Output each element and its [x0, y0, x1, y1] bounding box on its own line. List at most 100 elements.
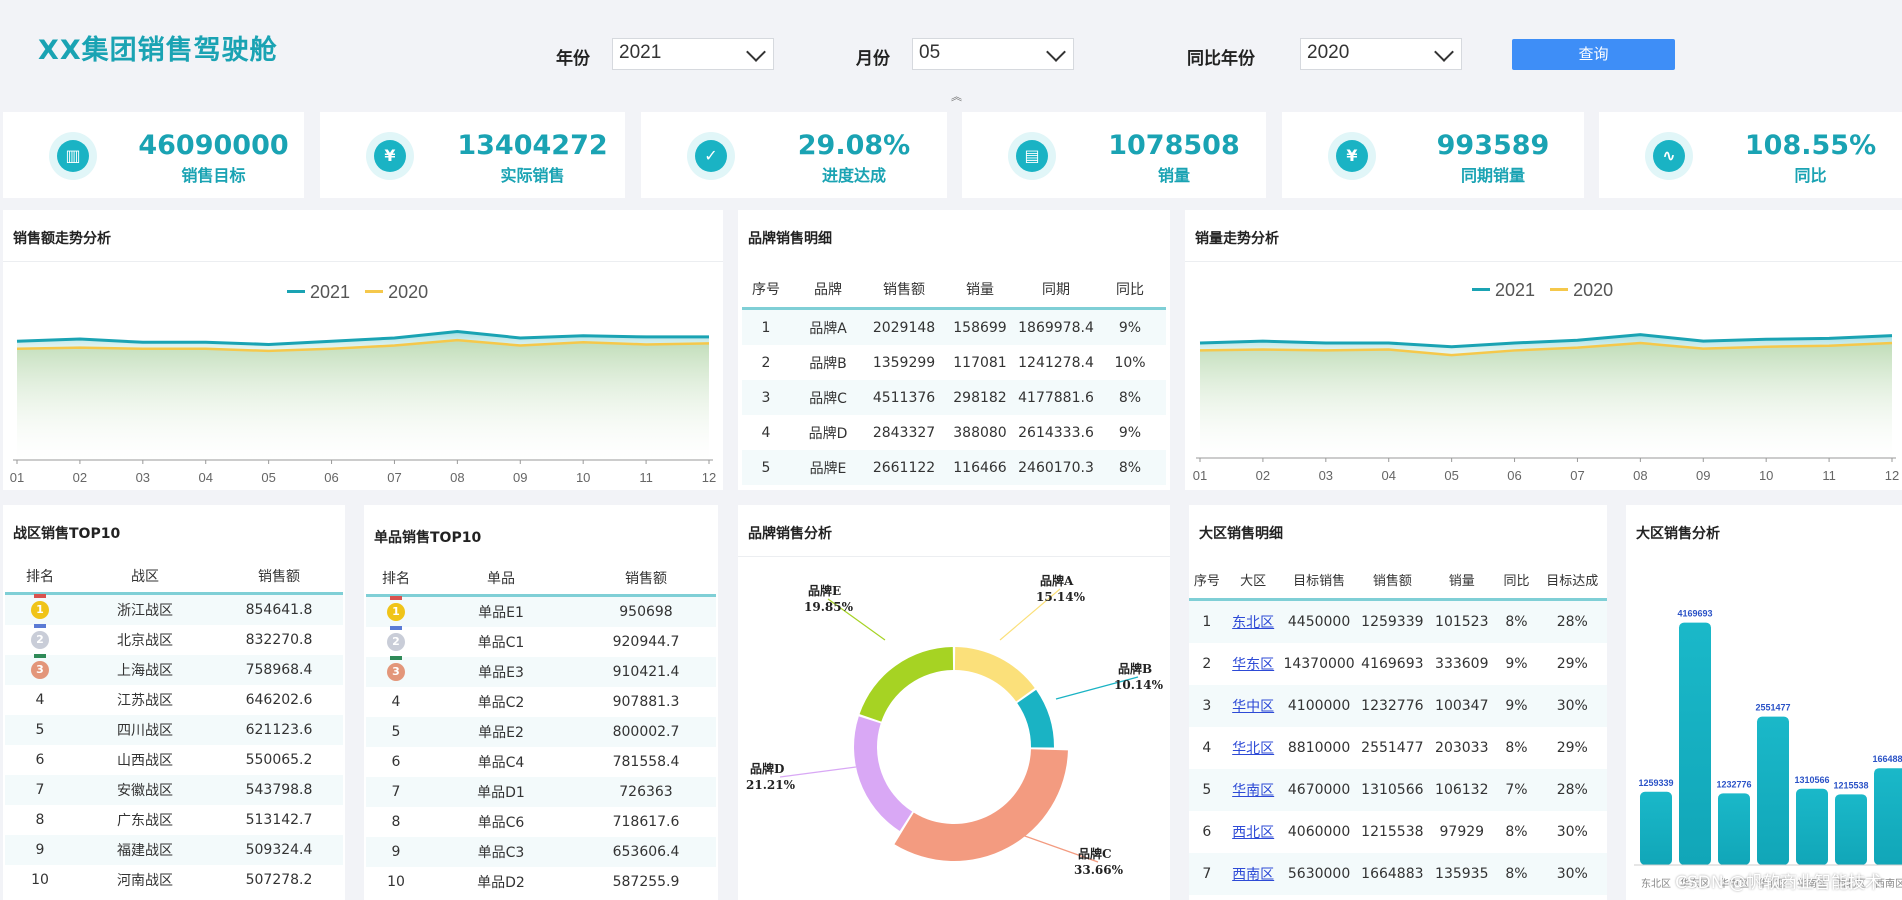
table-cell: 100347	[1428, 685, 1496, 727]
region-link[interactable]: 东北区	[1232, 615, 1275, 631]
table-cell: 7	[5, 775, 75, 805]
column-header[interactable]: 序号	[1189, 561, 1225, 601]
month-select-value: 05	[919, 42, 941, 63]
year-select-value: 2021	[619, 42, 662, 63]
x-tick-label: 04	[198, 470, 212, 485]
column-header[interactable]: 目标销售	[1281, 561, 1357, 601]
rank-cell: 3	[5, 654, 75, 685]
column-header[interactable]: 战区	[75, 559, 215, 595]
x-tick-label: 06	[1507, 468, 1521, 483]
x-tick-label: 西南区	[1875, 877, 1902, 890]
table-cell: 781558.4	[612, 754, 680, 770]
x-tick-label: 08	[1633, 468, 1647, 483]
table-cell: 2	[1202, 656, 1212, 672]
kpi-card: ▥ 46090000 销售目标	[3, 112, 304, 198]
region-link[interactable]: 华南区	[1232, 783, 1275, 799]
chart-legend: 2021 2020	[1462, 280, 1613, 301]
column-header[interactable]: 同比	[1495, 561, 1538, 601]
collapse-icon[interactable]: ︽	[951, 90, 962, 103]
table-cell: 4169693	[1361, 656, 1424, 672]
table-cell: 8%	[1505, 824, 1528, 840]
column-header[interactable]: 同比	[1094, 270, 1166, 310]
legend-2020[interactable]: 2020	[388, 282, 429, 302]
table-cell: 7	[366, 777, 426, 807]
column-header[interactable]: 序号	[742, 270, 790, 310]
x-tick-label: 华南区	[1797, 877, 1827, 890]
rank-cell: 2	[5, 624, 75, 655]
column-header[interactable]: 目标达成	[1537, 561, 1607, 601]
column-header[interactable]: 排名	[5, 559, 75, 595]
column-header[interactable]: 销量	[942, 270, 1018, 310]
x-tick-label: 12	[1885, 468, 1899, 483]
bar-华中区	[1718, 793, 1750, 865]
table-cell: 8%	[1094, 380, 1166, 415]
x-tick-label: 华北区	[1758, 877, 1788, 890]
table-cell: 298182	[942, 380, 1018, 415]
table-cell: 4	[35, 692, 45, 708]
column-header[interactable]: 大区	[1224, 561, 1282, 601]
compare-year-select[interactable]: 2020	[1300, 38, 1462, 70]
column-header[interactable]: 销量	[1428, 561, 1496, 601]
table-cell: 西南区	[1224, 853, 1282, 895]
table-cell: 8%	[1495, 853, 1538, 895]
bar-华东区	[1679, 622, 1711, 865]
brand-pie-panel: 品牌销售分析 品牌A 15.14% 品牌B 10.14% 品牌C 33.66% 品牌D 21.…	[738, 505, 1170, 900]
column-header[interactable]: 销售额	[866, 270, 942, 310]
x-tick-label: 11	[639, 470, 653, 485]
table-cell: 8%	[1505, 740, 1528, 756]
table-cell: 8%	[1495, 601, 1538, 643]
month-select[interactable]: 05	[912, 38, 1074, 70]
table-row: 3 品牌C 4511376 298182 4177881.6 8%	[742, 380, 1166, 415]
volume-trend-chart: 01 02 03 04 05 06 07 08 09 10 11 12	[1193, 333, 1899, 483]
table-row: 9 单品C3 653606.4	[366, 837, 716, 867]
region-link[interactable]: 西南区	[1232, 867, 1275, 883]
table-cell: 华南区	[1224, 769, 1282, 811]
region-link[interactable]: 西北区	[1232, 825, 1275, 841]
table-row: 3 上海战区 758968.4	[5, 654, 343, 685]
region-link[interactable]: 华中区	[1232, 699, 1275, 715]
header-bar: XX集团销售驾驶舱 年份 2021 月份 05 同比年份 2020 查询 ︽	[0, 0, 1902, 103]
query-button[interactable]: 查询	[1512, 39, 1675, 70]
column-header[interactable]: 销售额	[576, 561, 716, 597]
table-cell: 2	[761, 354, 771, 371]
column-header[interactable]: 排名	[366, 561, 426, 597]
panel-title: 品牌销售明细	[748, 231, 832, 247]
table-cell: 华东区	[1225, 643, 1282, 685]
bar-data-label: 1259339	[1638, 778, 1673, 788]
region-link[interactable]: 华北区	[1232, 741, 1275, 757]
column-header[interactable]: 单品	[426, 561, 576, 597]
month-label: 月份	[856, 49, 890, 69]
table-row: 1 单品E1 950698	[366, 596, 716, 627]
pie-leader-line	[779, 766, 857, 778]
table-row: 2 单品C1 920944.7	[366, 626, 716, 657]
table-cell: 28%	[1537, 769, 1607, 811]
table-cell: 513142.7	[245, 812, 313, 828]
table-cell: 920944.7	[612, 634, 680, 650]
table-cell: 1215538	[1361, 824, 1424, 840]
column-header[interactable]: 同期	[1018, 270, 1094, 310]
table-cell: 1259339	[1356, 601, 1429, 643]
kpi-value: 108.55%	[1744, 130, 1877, 161]
area-fill-2020	[17, 340, 709, 460]
table-row: 6 山西战区 550065.2	[5, 745, 343, 775]
column-header[interactable]: 销售额	[1356, 561, 1429, 601]
table-cell: 1241278.4	[1018, 354, 1094, 371]
column-header[interactable]: 销售额	[215, 559, 343, 595]
legend-2021[interactable]: 2021	[310, 282, 351, 302]
table-cell: 1232776	[1356, 685, 1429, 727]
clipboard-check-icon: ✓	[687, 132, 735, 180]
table-cell: 5630000	[1281, 853, 1357, 895]
region-link[interactable]: 华东区	[1232, 657, 1275, 673]
table-cell: 单品C6	[477, 815, 525, 831]
rank-cell: 3	[366, 656, 426, 687]
table-cell: 854641.8	[215, 595, 343, 625]
column-header[interactable]: 品牌	[790, 270, 866, 310]
year-select[interactable]: 2021	[612, 38, 774, 70]
series-line-2021	[16, 329, 709, 346]
legend-2020[interactable]: 2020	[1573, 280, 1614, 300]
table-cell: 758968.4	[215, 655, 343, 685]
legend-2021[interactable]: 2021	[1495, 280, 1536, 300]
table-row: 10 单品D2 587255.9	[366, 867, 716, 897]
table-row: 1 品牌A 2029148 158699 1869978.4 9%	[742, 310, 1166, 345]
x-tick-label: 02	[1256, 468, 1270, 483]
